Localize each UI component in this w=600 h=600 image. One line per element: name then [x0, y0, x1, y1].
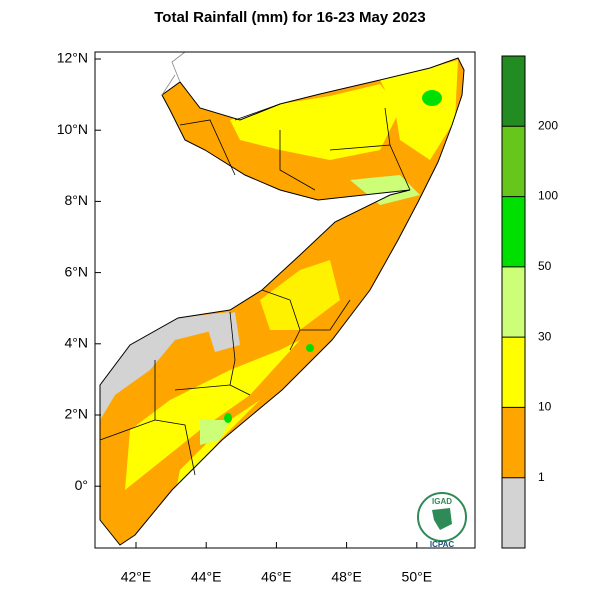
colorbar-label: 100 [538, 189, 558, 203]
admin-borders [99, 103, 411, 476]
y-tick-label: 0° [75, 477, 88, 493]
y-tick-label: 8°N [65, 192, 89, 208]
y-tick-label: 4°N [65, 335, 89, 351]
logo: IGAD ICPAC [417, 492, 467, 549]
colorbar-label: 1 [538, 470, 545, 484]
y-axis: 12°N 10°N 8°N 6°N 4°N 2°N 0° [57, 50, 101, 493]
colorbar-swatch [502, 477, 525, 548]
colorbar-swatch [502, 126, 525, 197]
colorbar-swatch [502, 196, 525, 267]
y-tick-label: 6°N [65, 263, 89, 279]
map-title: Total Rainfall (mm) for 16-23 May 2023 [154, 9, 425, 26]
colorbar-swatch [502, 407, 525, 478]
y-tick-label: 10°N [57, 121, 88, 137]
colorbar-label: 200 [538, 118, 558, 132]
colorbar-label: 50 [538, 259, 552, 273]
logo-bottom: ICPAC [430, 540, 455, 549]
colorbar-label: 10 [538, 400, 552, 414]
colorbar-frame [501, 55, 526, 549]
x-tick-label: 44°E [191, 569, 222, 585]
x-axis: 42°E 44°E 46°E 48°E 50°E [121, 542, 432, 585]
colorbar: 1 10 30 50 100 200 [501, 55, 558, 549]
x-tick-label: 50°E [402, 569, 433, 585]
logo-top: IGAD [432, 497, 452, 506]
colorbar-swatch [502, 337, 525, 408]
x-tick-label: 46°E [261, 569, 292, 585]
colorbar-swatch [502, 56, 525, 127]
x-tick-label: 42°E [121, 569, 152, 585]
y-tick-label: 2°N [65, 406, 89, 422]
colorbar-swatch [502, 266, 525, 338]
y-tick-label: 12°N [57, 50, 88, 66]
map-area [94, 51, 476, 549]
colorbar-label: 30 [538, 329, 552, 343]
x-tick-label: 48°E [331, 569, 362, 585]
